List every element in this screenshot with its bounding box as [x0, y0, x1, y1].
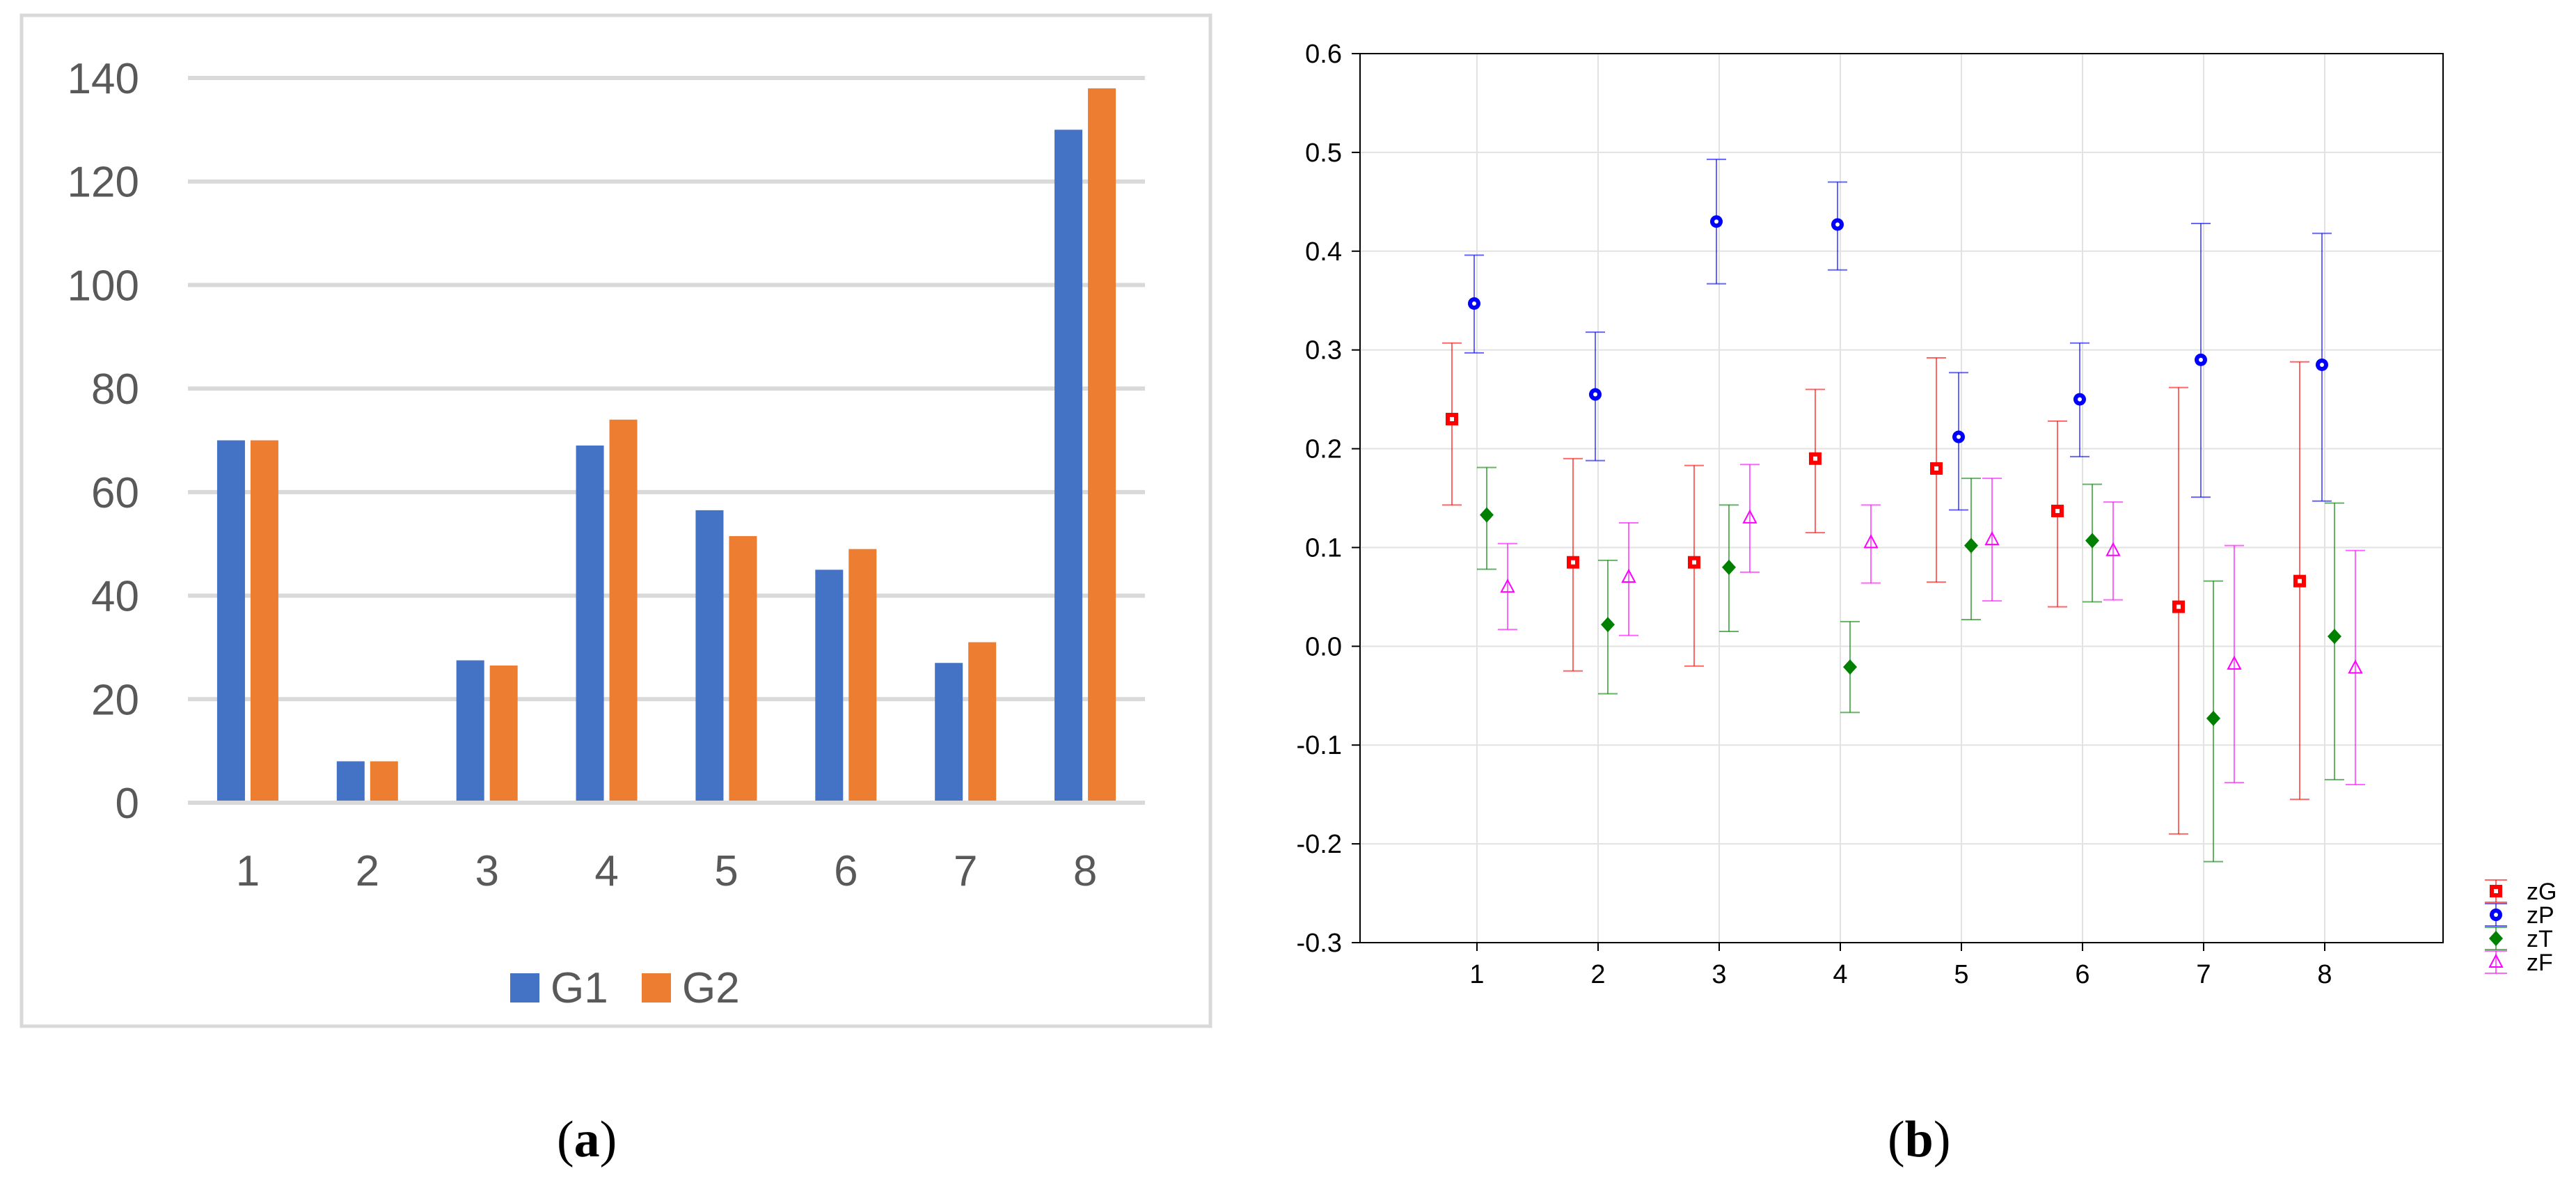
- point-zf-1: [1500, 579, 1515, 593]
- point-zt-3: [1722, 559, 1736, 575]
- point-zg-3-center: [1692, 560, 1696, 565]
- y-tick-label-a: 40: [91, 573, 139, 621]
- bar-g1-8: [1054, 129, 1083, 803]
- y-tick-label-b: 0.3: [1305, 336, 1342, 365]
- point-zp-2-center: [1593, 392, 1597, 397]
- point-zg-7-center: [2176, 604, 2181, 609]
- bar-g1-6: [815, 569, 844, 803]
- x-tick-label-a: 6: [834, 847, 858, 895]
- y-tick-label-a: 0: [116, 780, 139, 828]
- y-tick-label-b: 0.6: [1305, 40, 1342, 69]
- legend-label-zg: zG: [2527, 879, 2557, 905]
- x-tick-label-a: 8: [1073, 847, 1097, 895]
- point-zf-6: [2105, 542, 2121, 556]
- legend-marker-zp-center: [2494, 913, 2498, 917]
- point-zf-2: [1621, 568, 1636, 583]
- legend-swatch-g2: [642, 973, 671, 1002]
- bar-g2-4: [609, 419, 638, 803]
- x-tick-label-a: 1: [236, 847, 260, 895]
- bar-g1-5: [695, 510, 724, 803]
- y-tick-label-a: 80: [91, 365, 139, 414]
- point-zg-6-center: [2055, 508, 2060, 513]
- legend-label-g1: G1: [551, 964, 608, 1012]
- point-zt-8: [2328, 629, 2341, 645]
- bar-g2-3: [489, 665, 518, 803]
- chart-b: -0.3 -0.2 -0.1 0.0 0.1 0.2 0.3 0.4 0.5 0.6 1 2 3 4 5 6 7…: [1297, 40, 2557, 989]
- point-zt-4: [1843, 659, 1857, 675]
- legend-marker-zg-center: [2494, 889, 2498, 893]
- x-tick-label-b: 4: [1833, 960, 1847, 989]
- y-tick-label-b: -0.2: [1297, 830, 1342, 859]
- point-zp-3-center: [1714, 219, 1718, 224]
- y-tick-label-b: -0.1: [1297, 731, 1342, 760]
- chart-a: 0 20 40 60 80 100 120 140 1 2 3 4 5 6 7 8 G1 G2: [19, 13, 1212, 1028]
- bar-g1-2: [336, 761, 365, 803]
- bar-g1-7: [935, 663, 963, 803]
- point-zf-7: [2227, 655, 2242, 670]
- point-zt-7: [2206, 710, 2220, 726]
- point-zg-8-center: [2298, 579, 2302, 583]
- x-tick-label-b: 7: [2196, 960, 2211, 989]
- bar-g2-1: [250, 440, 278, 803]
- y-tick-label-a: 20: [91, 676, 139, 724]
- point-zf-8: [2348, 659, 2363, 674]
- panel-label-b: (b): [1888, 1111, 1951, 1168]
- x-tick-label-b: 2: [1590, 960, 1605, 989]
- x-tick-label-a: 2: [356, 847, 379, 895]
- bar-g2-2: [370, 761, 398, 803]
- panel-label-a: (a): [557, 1111, 617, 1168]
- point-zp-5-center: [1957, 434, 1961, 439]
- legend-label-zf: zF: [2527, 950, 2553, 976]
- bar-g2-7: [968, 642, 997, 803]
- bar-g1-3: [456, 660, 484, 803]
- x-tick-label-a: 7: [954, 847, 977, 895]
- x-tick-label-b: 6: [2075, 960, 2089, 989]
- legend-swatch-g1: [510, 973, 539, 1002]
- x-tick-label-b: 5: [1954, 960, 1968, 989]
- point-zg-4-center: [1813, 456, 1817, 461]
- bar-g2-5: [729, 536, 757, 803]
- point-zp-4-center: [1835, 222, 1840, 227]
- x-tick-label-a: 5: [714, 847, 738, 895]
- legend-marker-zt: [2489, 931, 2503, 946]
- legend-label-g2: G2: [682, 964, 740, 1012]
- point-zp-7-center: [2199, 357, 2203, 362]
- bar-g2-6: [848, 549, 877, 803]
- x-tick-label-b: 1: [1469, 960, 1484, 989]
- point-zf-4: [1863, 534, 1879, 549]
- point-zg-5-center: [1934, 466, 1938, 471]
- y-tick-label-b: 0.1: [1305, 533, 1342, 563]
- y-tick-label-b: 0.4: [1305, 237, 1342, 267]
- legend-label-zt: zT: [2527, 926, 2553, 952]
- point-zp-1-center: [1472, 301, 1476, 306]
- x-tick-label-a: 4: [594, 847, 618, 895]
- y-tick-label-b: 0.2: [1305, 435, 1342, 464]
- point-zp-6-center: [2078, 397, 2082, 402]
- point-zg-2-center: [1571, 560, 1575, 565]
- point-zt-5: [1964, 537, 1978, 553]
- legend-marker-zf: [2488, 953, 2504, 968]
- y-tick-label-a: 120: [68, 159, 139, 207]
- point-zf-3: [1742, 509, 1757, 524]
- point-zt-1: [1480, 507, 1494, 523]
- x-tick-label-b: 8: [2317, 960, 2332, 989]
- y-tick-label-b: 0.5: [1305, 139, 1342, 168]
- point-zt-2: [1601, 617, 1615, 633]
- bar-g1-1: [216, 440, 245, 803]
- y-tick-label-a: 100: [68, 262, 139, 310]
- bar-g2-8: [1088, 88, 1116, 803]
- point-zg-1-center: [1450, 416, 1454, 421]
- point-zt-6: [2085, 533, 2099, 549]
- y-tick-label-b: -0.3: [1297, 929, 1342, 958]
- x-tick-label-b: 3: [1712, 960, 1726, 989]
- point-zf-5: [1984, 530, 2000, 546]
- y-tick-label-b: 0.0: [1305, 632, 1342, 661]
- x-tick-label-a: 3: [475, 847, 498, 895]
- legend-label-zp: zP: [2527, 902, 2554, 929]
- y-tick-label-a: 60: [91, 469, 139, 517]
- plot-frame-b: [1359, 53, 2444, 943]
- point-zp-8-center: [2320, 362, 2324, 367]
- y-tick-label-a: 140: [68, 55, 139, 103]
- bar-g1-4: [576, 445, 604, 803]
